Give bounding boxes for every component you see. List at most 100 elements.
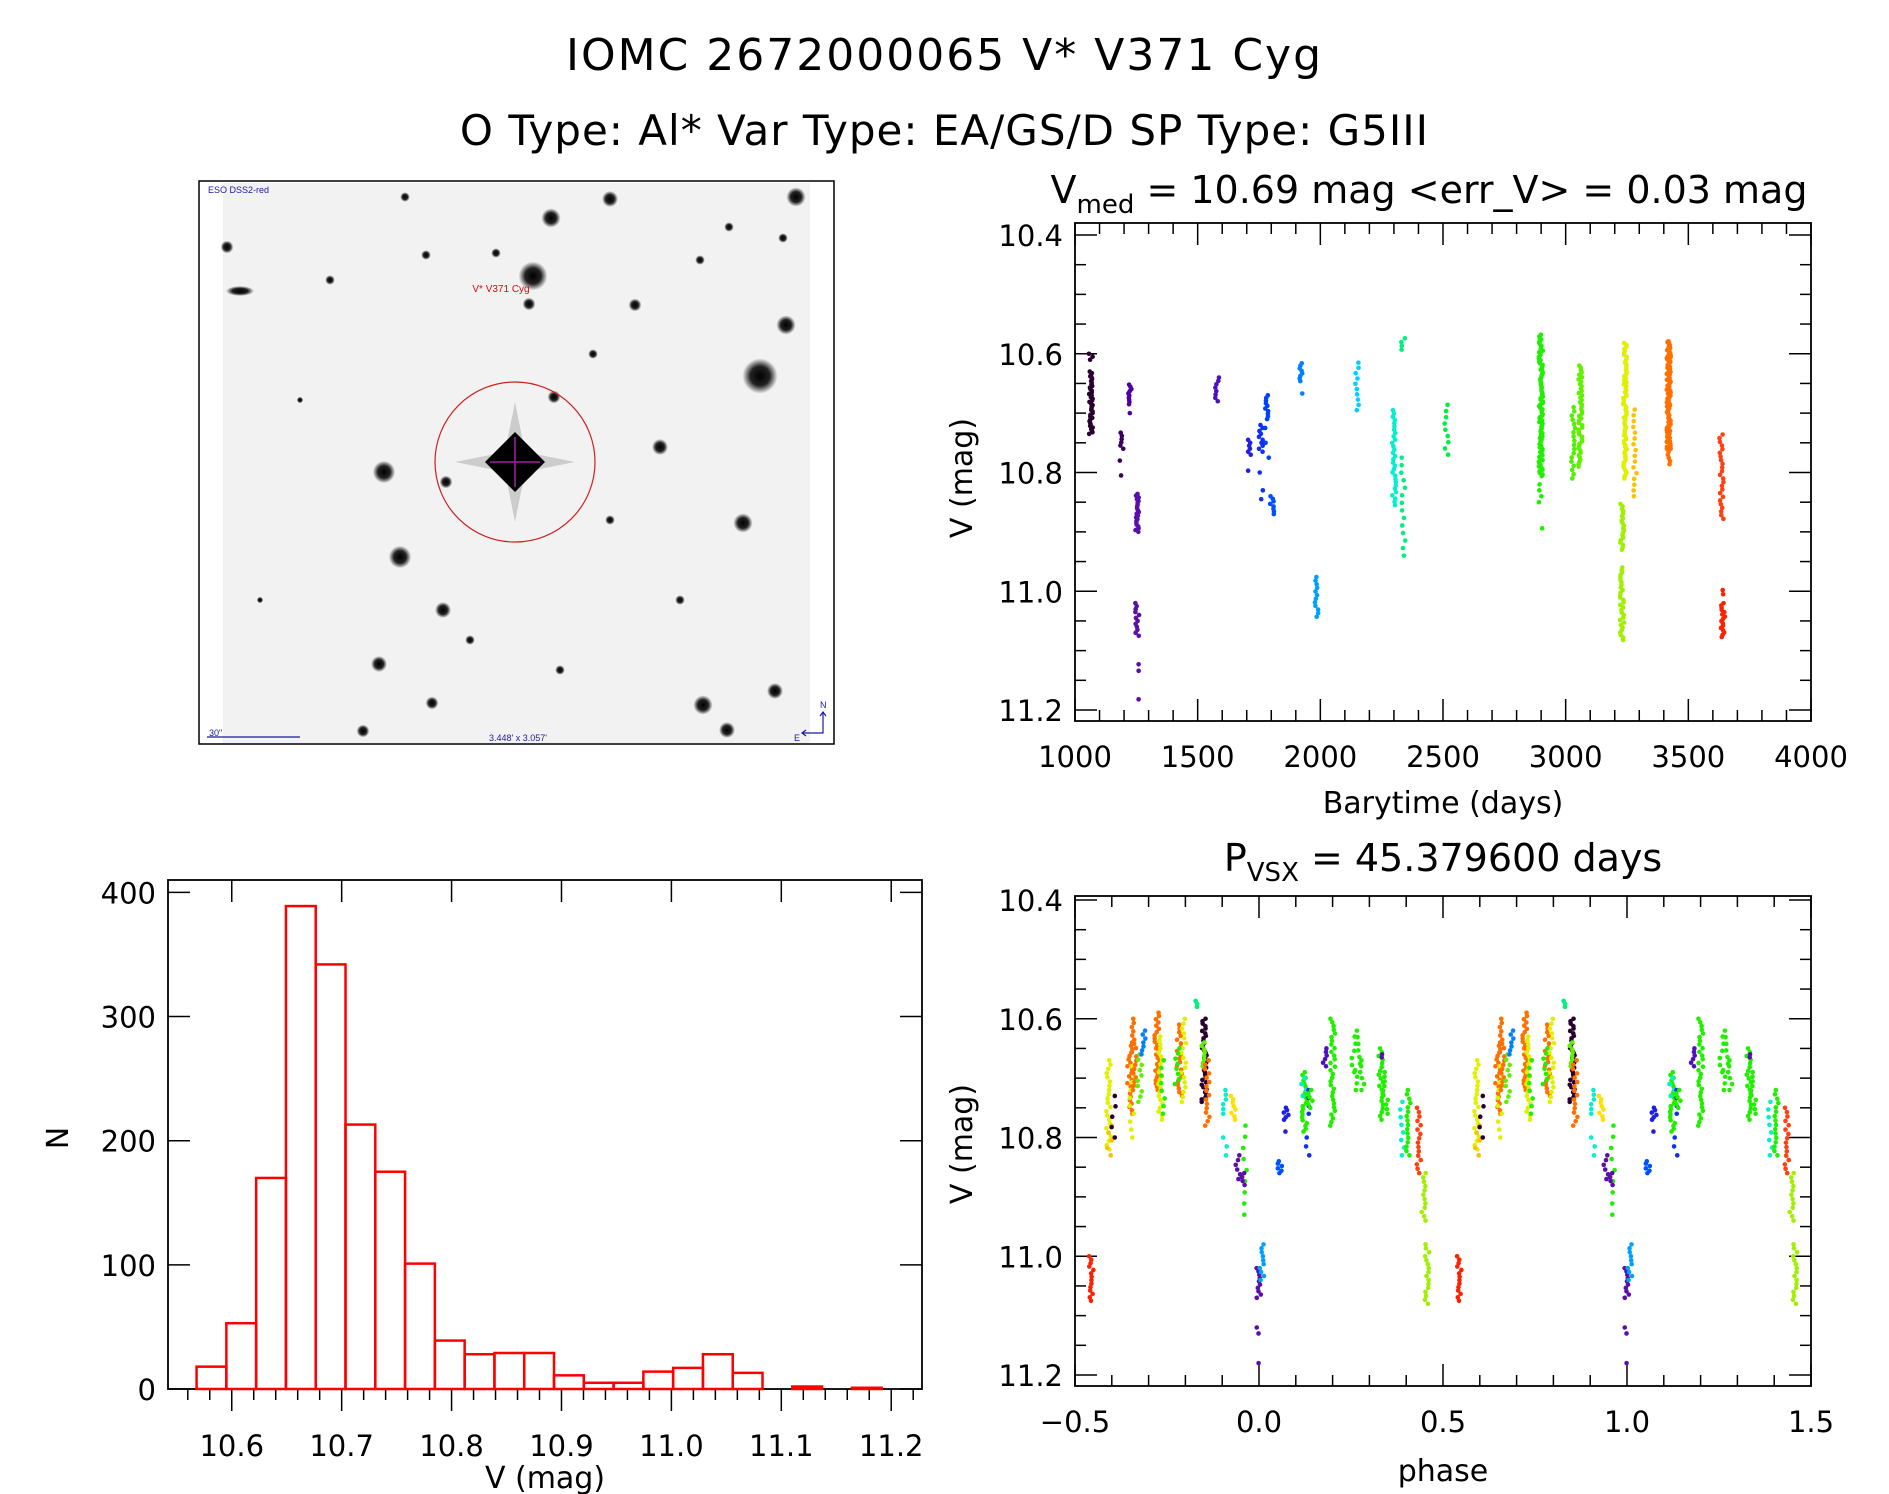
data-point xyxy=(1700,1108,1706,1114)
data-point xyxy=(1257,470,1263,475)
data-point xyxy=(1377,1046,1383,1051)
data-point xyxy=(1315,610,1321,616)
data-point xyxy=(1521,1045,1527,1051)
data-point xyxy=(1721,1087,1727,1093)
data-point xyxy=(1133,1075,1138,1080)
data-point xyxy=(1456,1298,1462,1304)
data-point xyxy=(1543,1071,1549,1077)
data-point xyxy=(1649,1117,1655,1122)
data-point xyxy=(1540,348,1546,353)
data-point xyxy=(1379,1098,1384,1104)
data-point xyxy=(1562,1004,1568,1010)
histogram-bar xyxy=(552,1374,586,1391)
data-point xyxy=(1570,1066,1576,1072)
data-point xyxy=(1567,1099,1573,1105)
data-point xyxy=(1179,1050,1184,1056)
data-point xyxy=(1260,443,1265,449)
title-rest: = 10.69 mag <err_V> = 0.03 mag xyxy=(1134,168,1808,212)
data-point xyxy=(1475,1083,1480,1089)
data-point xyxy=(1772,1144,1777,1149)
data-point xyxy=(1223,1092,1229,1098)
x-tick-label: 11.0 xyxy=(639,1429,704,1463)
x-tick-label: 10.6 xyxy=(199,1429,264,1463)
data-point xyxy=(1719,443,1725,448)
data-point xyxy=(1404,1113,1410,1119)
histogram-bar xyxy=(433,1339,466,1391)
data-point xyxy=(1476,1062,1481,1067)
data-point xyxy=(1415,1153,1421,1159)
data-point xyxy=(1526,1054,1532,1059)
data-point xyxy=(1546,1041,1552,1046)
data-point xyxy=(1157,1034,1163,1039)
data-point xyxy=(1181,1075,1187,1080)
data-point xyxy=(1473,1066,1479,1072)
data-point xyxy=(1109,1124,1114,1130)
data-point xyxy=(1631,476,1637,482)
data-point xyxy=(1589,1106,1594,1112)
data-point xyxy=(1233,1162,1239,1168)
x-tick-label: 0.5 xyxy=(1420,1405,1466,1439)
data-point xyxy=(1629,1273,1635,1279)
data-point xyxy=(1747,1064,1753,1070)
data-point xyxy=(1357,1069,1363,1075)
data-point xyxy=(1527,1088,1532,1094)
data-point xyxy=(1621,620,1627,625)
data-point xyxy=(1750,1079,1755,1084)
data-point xyxy=(1404,1144,1409,1149)
crosshair-icon xyxy=(490,437,540,487)
y-tick-label: 11.0 xyxy=(998,1240,1063,1274)
data-point xyxy=(1574,1058,1579,1063)
data-point xyxy=(1634,470,1639,476)
data-point xyxy=(1425,1301,1431,1307)
data-point xyxy=(1139,1062,1145,1068)
data-point xyxy=(1723,1034,1728,1040)
data-point xyxy=(1748,1106,1753,1111)
data-point xyxy=(1792,1257,1797,1263)
star xyxy=(693,695,713,715)
data-point xyxy=(1766,1137,1772,1143)
data-point xyxy=(1442,421,1447,426)
data-point xyxy=(1790,1188,1795,1193)
data-point xyxy=(1181,1036,1187,1041)
data-point xyxy=(1773,1105,1779,1110)
data-point xyxy=(1748,1088,1754,1093)
data-point xyxy=(1545,1056,1550,1061)
data-point xyxy=(1356,360,1361,365)
data-point xyxy=(1404,1092,1410,1097)
data-point xyxy=(1784,1135,1790,1141)
data-point xyxy=(1576,390,1582,396)
data-point xyxy=(1722,1028,1728,1033)
data-point xyxy=(1228,1093,1234,1099)
data-point xyxy=(1719,465,1725,470)
title-main: P xyxy=(1223,836,1247,880)
data-point xyxy=(1527,1117,1533,1122)
data-point xyxy=(1493,1063,1498,1069)
data-point xyxy=(1131,1066,1137,1072)
data-point xyxy=(1279,1163,1285,1169)
data-point xyxy=(1323,1063,1329,1069)
data-point xyxy=(1260,1257,1266,1263)
data-point xyxy=(1243,1123,1248,1128)
data-point xyxy=(1312,600,1318,605)
data-point xyxy=(1529,1058,1535,1063)
data-point xyxy=(1421,1175,1426,1180)
data-point xyxy=(1571,446,1577,452)
data-point xyxy=(1172,1081,1178,1087)
data-point xyxy=(1178,1041,1184,1046)
data-point xyxy=(1473,1113,1478,1118)
data-point xyxy=(1304,1135,1310,1140)
data-point xyxy=(1416,1109,1422,1115)
data-point xyxy=(1397,1107,1403,1112)
data-point xyxy=(1205,1118,1210,1124)
y-tick-label: 0 xyxy=(138,1373,156,1407)
data-point xyxy=(1549,1021,1554,1026)
data-point xyxy=(1608,1178,1613,1184)
data-point xyxy=(1132,1062,1138,1068)
data-point xyxy=(1283,1129,1288,1134)
data-point xyxy=(1697,1093,1703,1099)
data-point xyxy=(1767,1153,1773,1158)
sky-image-panel: V* V371 Cyg ESO DSS2-red 30" 3.448' x 3.… xyxy=(198,180,835,745)
data-point xyxy=(1722,1081,1728,1086)
data-point xyxy=(1720,432,1725,437)
data-point xyxy=(1720,1067,1726,1073)
